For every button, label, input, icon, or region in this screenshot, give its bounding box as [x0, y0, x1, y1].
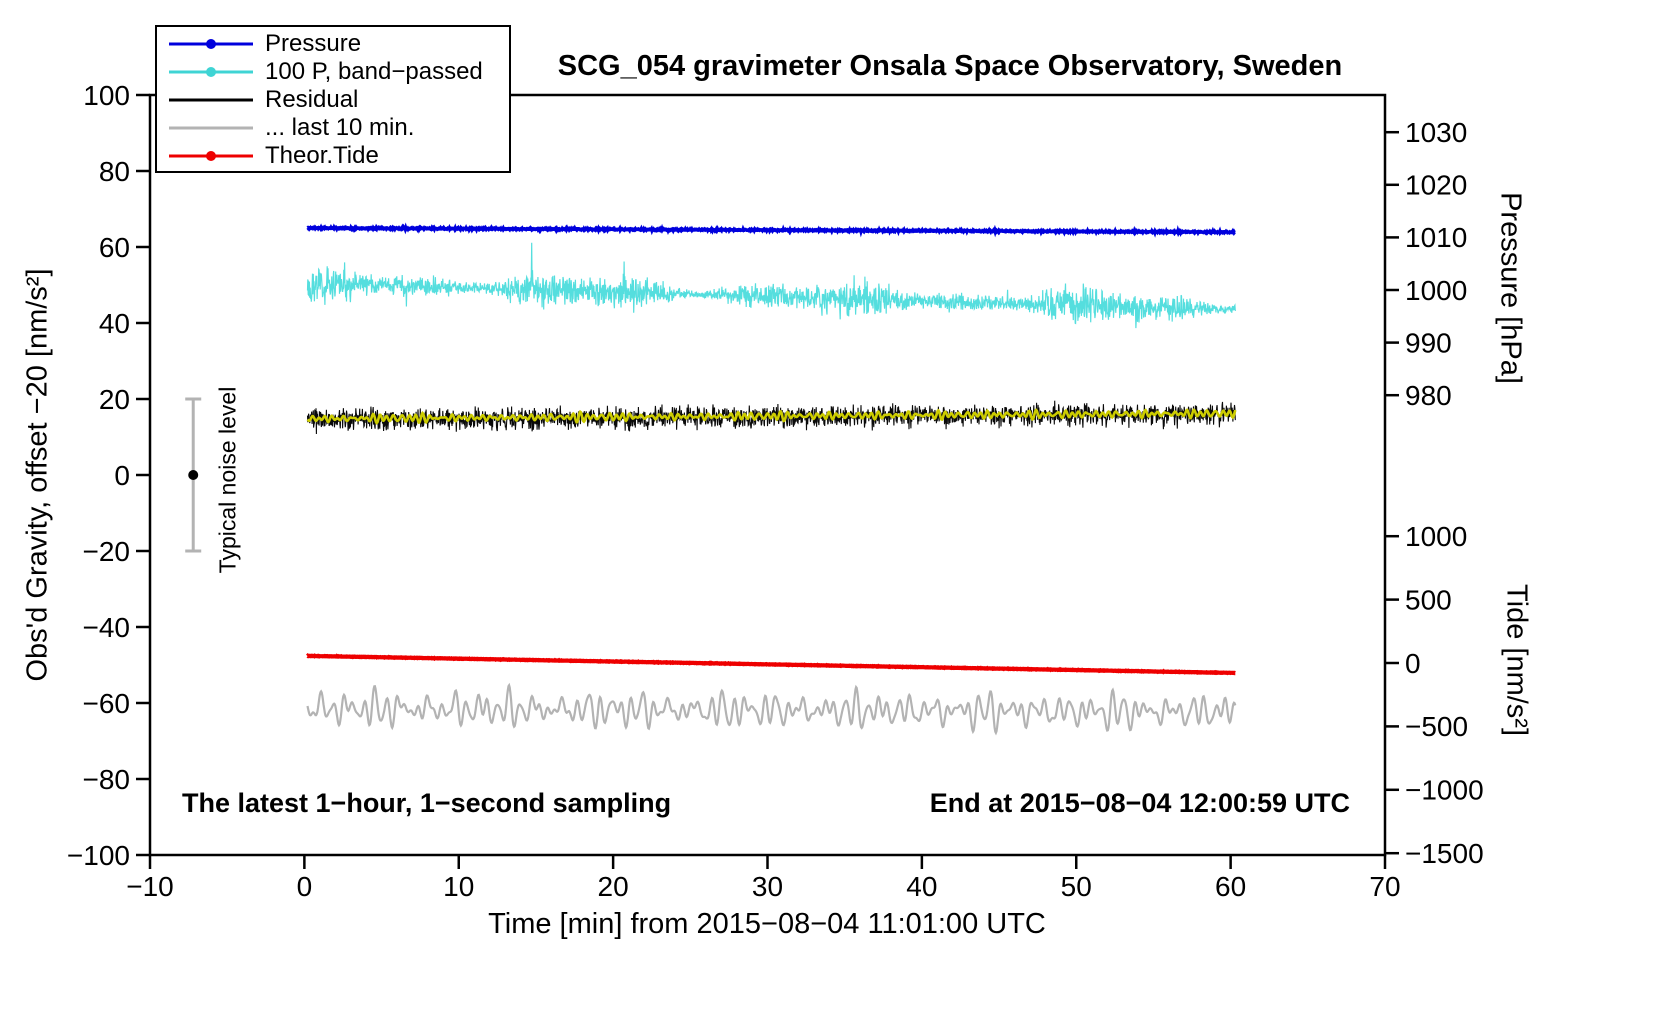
pressure-tick-label: 980: [1405, 380, 1452, 411]
legend-item-3: ... last 10 min.: [165, 114, 509, 142]
y-left-tick-label: −100: [67, 840, 130, 871]
pressure-tick-label: 1020: [1405, 170, 1467, 201]
x-axis-label: Time [min] from 2015−08−04 11:01:00 UTC: [488, 908, 1046, 940]
x-tick-label: 50: [1061, 871, 1092, 902]
legend-sample-4: [169, 151, 253, 161]
plot-frame: [148, 93, 1387, 857]
x-tick-label: −10: [126, 871, 174, 902]
legend-sample-0: [169, 39, 253, 49]
legend-item-0: Pressure: [165, 30, 509, 58]
legend-sample-2: [169, 98, 253, 102]
pressure-tick-label: 1000: [1405, 275, 1467, 306]
y-left-tick-label: 100: [83, 80, 130, 111]
series-line-residual-smoothed: [306, 408, 1237, 425]
noise-bar-center-dot: [188, 470, 199, 480]
legend-label-0: Pressure: [265, 30, 362, 57]
legend-item-4: Theor.Tide: [165, 142, 509, 170]
page-title: SCG_054 gravimeter Onsala Space Observat…: [557, 50, 1343, 82]
y-left-tick-label: −60: [83, 688, 131, 719]
y-left-tick-label: 40: [99, 308, 130, 339]
noise-level-bar: [185, 397, 202, 553]
pressure-tick-label: 1030: [1405, 117, 1467, 148]
legend-item-2: Residual: [165, 86, 509, 114]
series-line-100-p-band-passed: [306, 242, 1236, 329]
series-line-pressure: [306, 222, 1236, 238]
y-left-tick-label: −20: [83, 536, 131, 567]
legend-sample-1: [169, 67, 253, 77]
tide-tick-label: 500: [1405, 584, 1452, 615]
x-tick-label: 60: [1215, 871, 1246, 902]
y-left-tick-label: −40: [83, 612, 131, 643]
x-tick-label: 40: [906, 871, 937, 902]
tide-tick-label: −1500: [1405, 838, 1484, 869]
series-line--last-10-min-: [306, 682, 1237, 736]
legend-label-1: 100 P, band−passed: [265, 58, 483, 85]
series-line-residual: [306, 400, 1236, 435]
axis-ticks: −10 0 10 20 30 40 50 60 70−100−80−60−40−20020406…: [67, 80, 1484, 902]
y-left-tick-label: 60: [99, 232, 130, 263]
x-tick-label: 10: [443, 871, 474, 902]
legend-item-1: 100 P, band−passed: [165, 58, 509, 86]
pressure-tick-label: 990: [1405, 327, 1452, 358]
tide-tick-label: 0: [1405, 648, 1421, 679]
legend-label-2: Residual: [265, 86, 359, 113]
legend-label-3: ... last 10 min.: [265, 114, 415, 141]
y-left-tick-label: 80: [99, 156, 130, 187]
x-tick-label: 30: [752, 871, 783, 902]
legend-box: Pressure 100 P, band−passed Residual... la…: [155, 25, 511, 173]
pressure-tick-label: 1010: [1405, 222, 1467, 253]
x-tick-label: 0: [297, 871, 313, 902]
series-group: [306, 222, 1237, 736]
sampling-annotation: The latest 1−hour, 1−second sampling: [182, 788, 672, 818]
y-left-tick-label: −80: [83, 764, 131, 795]
legend-sample-3: [169, 126, 253, 130]
x-tick-label: 70: [1369, 871, 1400, 902]
tide-tick-label: −1000: [1405, 775, 1484, 806]
x-tick-label: 20: [598, 871, 629, 902]
legend-label-4: Theor.Tide: [265, 142, 379, 169]
end-time-annotation: End at 2015−08−04 12:00:59 UTC: [929, 788, 1350, 818]
tide-tick-label: −500: [1405, 711, 1468, 742]
series-line-theor-tide: [306, 653, 1236, 676]
y-left-tick-label: 20: [99, 384, 130, 415]
y-left-tick-label: 0: [114, 460, 130, 491]
tide-tick-label: 1000: [1405, 521, 1467, 552]
